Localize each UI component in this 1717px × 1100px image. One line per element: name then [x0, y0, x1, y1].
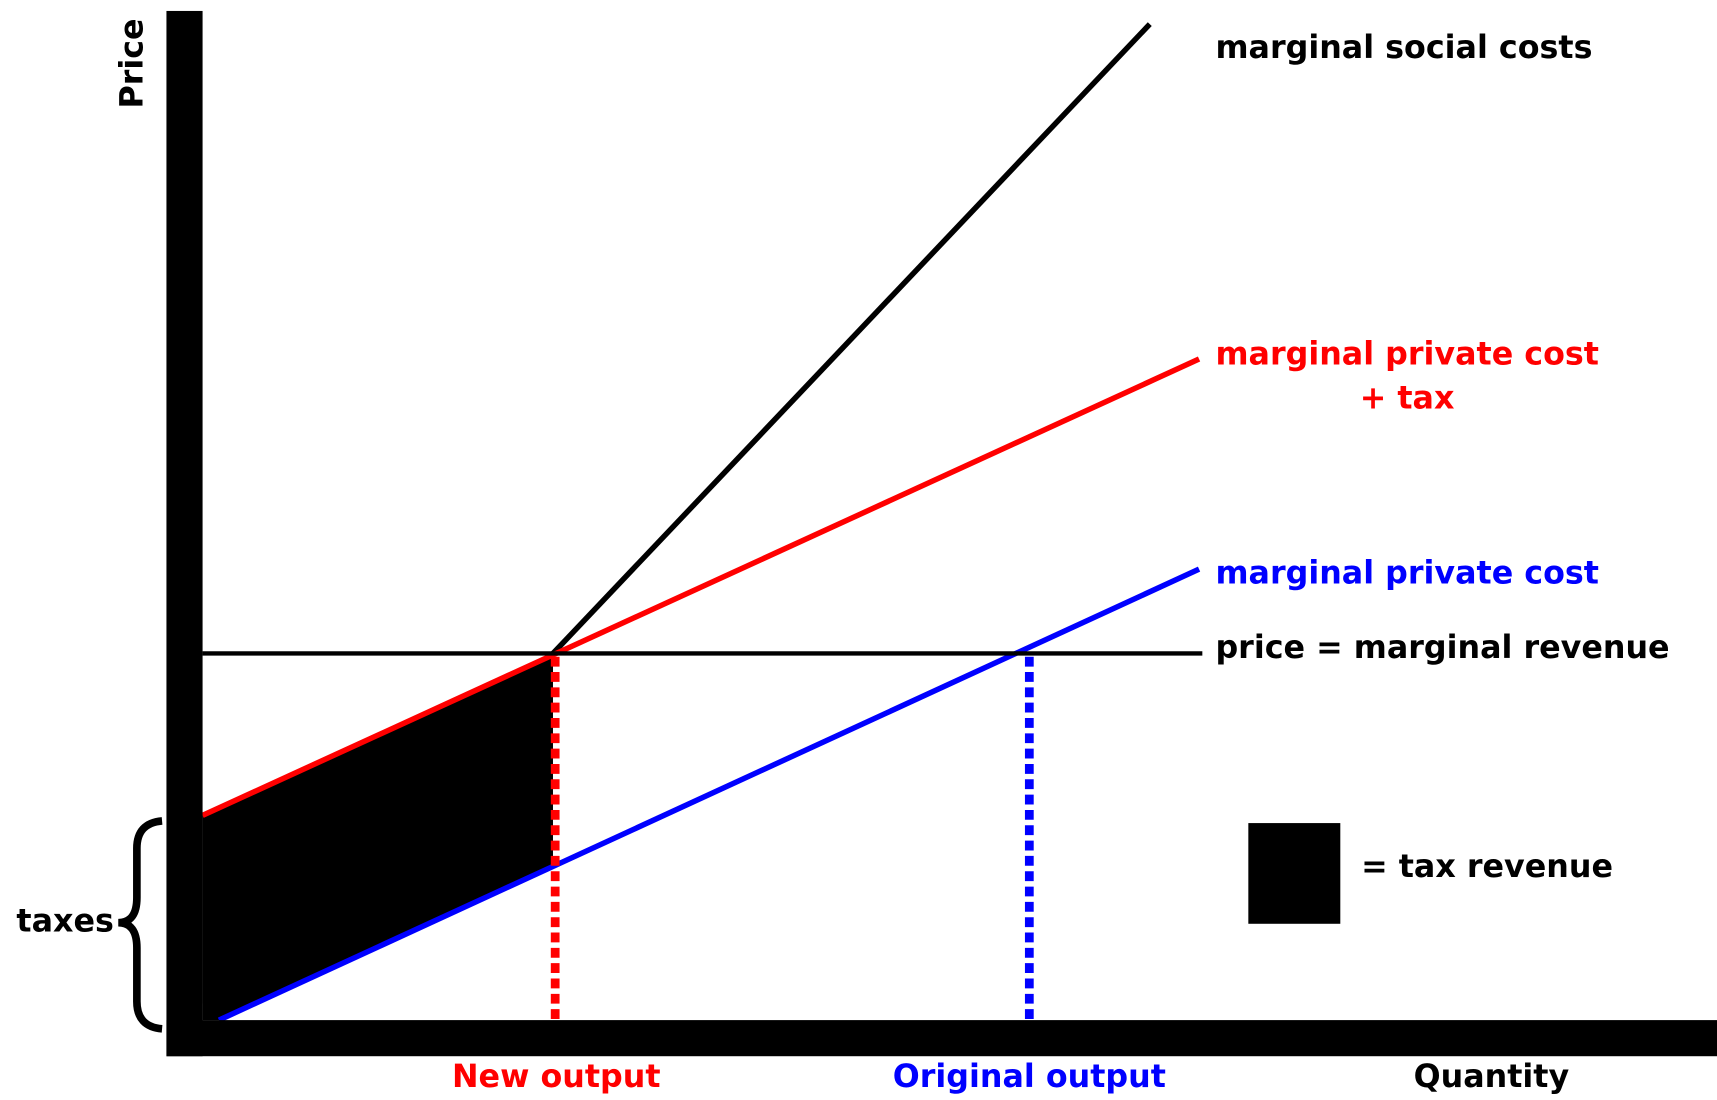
original-output-label: Original output: [893, 1059, 1166, 1095]
x-axis-label: Quantity: [1414, 1059, 1570, 1095]
taxes-label: taxes: [16, 904, 113, 940]
tax-revenue-area: [202, 653, 553, 1021]
private-cost-tax-label: marginal private cost: [1215, 337, 1599, 373]
social-cost-line: [551, 22, 1152, 656]
legend-label: = tax revenue: [1361, 849, 1613, 885]
taxes-bracket: [117, 817, 163, 1033]
legend-swatch: [1248, 823, 1341, 924]
social-cost-label: marginal social costs: [1215, 30, 1592, 66]
x-axis: [166, 1020, 1717, 1057]
y-axis: [166, 10, 203, 1057]
new-output-label: New output: [452, 1059, 661, 1095]
private-cost-tax-line: [201, 356, 1201, 818]
private-cost-label: marginal private cost: [1215, 556, 1599, 592]
price-label: price = marginal revenue: [1215, 630, 1669, 666]
private-cost-line: [217, 566, 1201, 1023]
private-cost-tax-label: + tax: [1360, 381, 1455, 417]
y-axis-label: Price: [115, 18, 151, 108]
